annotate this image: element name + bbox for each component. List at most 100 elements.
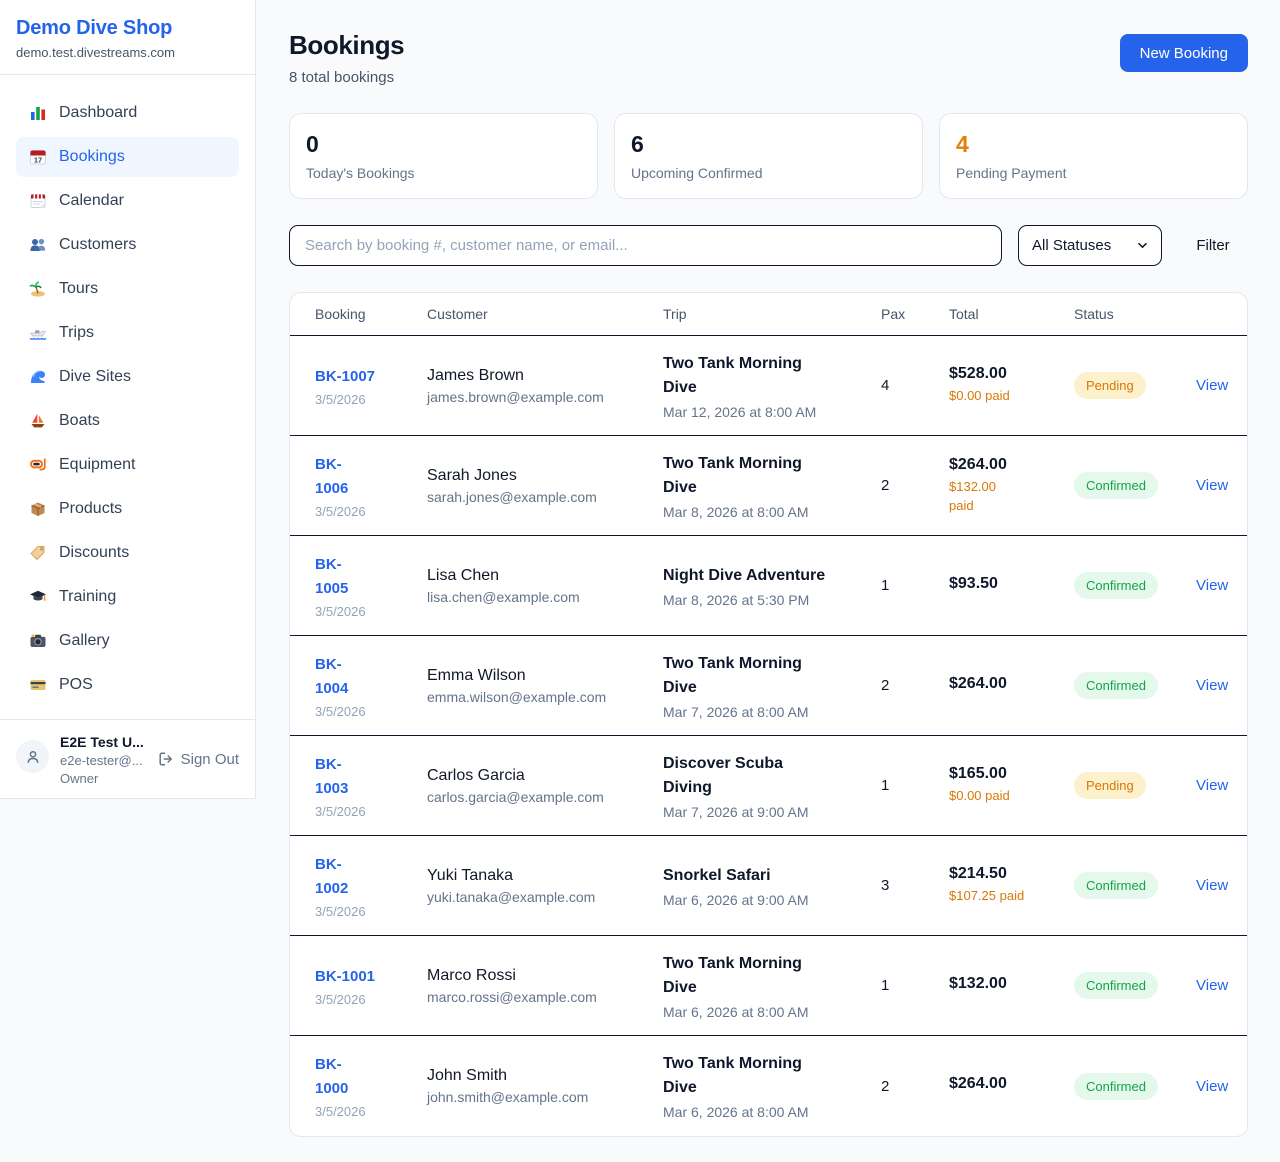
calendar-icon — [30, 194, 46, 208]
sidebar-item-label: Trips — [59, 324, 94, 341]
trip-name: Two Tank Morning Dive — [663, 954, 802, 996]
stat-card-upcoming-confirmed: 6 Upcoming Confirmed — [614, 113, 923, 199]
pax-value: 1 — [881, 977, 890, 994]
trip-datetime: Mar 6, 2026 at 8:00 AM — [663, 1003, 809, 1020]
sidebar-item-pos[interactable]: POS — [16, 665, 239, 705]
table-header: Booking Customer Trip Pax Total Status — [290, 293, 1247, 336]
view-link[interactable]: View — [1196, 877, 1229, 894]
customer-email: yuki.tanaka@example.com — [427, 888, 596, 905]
sign-out-button[interactable]: Sign Out — [158, 751, 239, 768]
view-link[interactable]: View — [1196, 677, 1229, 694]
booking-id-link[interactable]: BK- 1005 — [315, 555, 349, 597]
stat-card-todays-bookings: 0 Today's Bookings — [289, 113, 598, 199]
total-amount: $93.50 — [949, 574, 998, 592]
sidebar-item-tours[interactable]: Tours — [16, 269, 239, 309]
pax-value: 2 — [881, 477, 890, 494]
filter-button[interactable]: Filter — [1178, 237, 1248, 254]
sidebar-item-trips[interactable]: Trips — [16, 313, 239, 353]
page-title: Bookings — [289, 30, 405, 60]
stat-label: Upcoming Confirmed — [631, 165, 763, 181]
user-email: e2e-tester@... — [60, 753, 143, 768]
col-trip: Trip — [663, 306, 687, 322]
sidebar-item-bookings[interactable]: 17 Bookings — [16, 137, 239, 177]
stat-label: Today's Bookings — [306, 165, 415, 181]
view-link[interactable]: View — [1196, 577, 1229, 594]
booking-id-link[interactable]: BK-1001 — [315, 967, 376, 985]
sidebar-item-label: Customers — [59, 236, 137, 253]
booking-id-link[interactable]: BK- 1003 — [315, 755, 349, 797]
boats-icon — [31, 413, 45, 428]
total-amount: $264.00 — [949, 455, 1007, 473]
status-badge: Confirmed — [1074, 972, 1158, 999]
svg-text:17: 17 — [34, 156, 42, 165]
user-icon — [27, 750, 38, 763]
status-badge: Pending — [1074, 772, 1146, 799]
status-badge: Pending — [1074, 372, 1146, 399]
status-badge: Confirmed — [1074, 1072, 1158, 1100]
customer-name: Yuki Tanaka — [427, 866, 513, 884]
total-amount: $165.00 — [949, 765, 1007, 783]
page-subtitle: 8 total bookings — [289, 69, 395, 86]
sidebar-item-label: Dive Sites — [59, 368, 132, 385]
col-booking: Booking — [315, 306, 366, 322]
trip-name: Snorkel Safari — [663, 866, 771, 884]
sidebar-item-calendar[interactable]: Calendar — [16, 181, 239, 221]
paid-amount: $0.00 paid — [949, 788, 1010, 804]
sidebar-item-label: Products — [59, 500, 123, 517]
sidebar: Demo Dive Shop demo.test.divestreams.com… — [0, 0, 256, 799]
stat-value: 0 — [306, 131, 319, 157]
sidebar-item-label: POS — [59, 676, 93, 693]
booking-id-link[interactable]: BK- 1000 — [315, 1056, 349, 1097]
booking-id-link[interactable]: BK- 1006 — [315, 455, 349, 497]
customer-name: Sarah Jones — [427, 466, 517, 484]
sidebar-item-label: Calendar — [59, 192, 124, 209]
sidebar-item-label: Boats — [59, 412, 100, 429]
customer-email: james.brown@example.com — [427, 388, 604, 405]
table-row: BK- 1002 3/5/2026 Yuki Tanaka yuki.tanaka@… — [290, 836, 1247, 936]
paid-amount: $0.00 paid — [949, 388, 1010, 404]
sign-out-icon — [159, 752, 172, 766]
sidebar-item-gallery[interactable]: Gallery — [16, 621, 239, 661]
booking-id-link[interactable]: BK- 1004 — [315, 655, 349, 697]
dive-sites-icon — [31, 370, 45, 383]
sidebar-item-label: Gallery — [59, 632, 110, 649]
booking-date: 3/5/2026 — [315, 703, 366, 719]
sidebar-item-equipment[interactable]: Equipment — [16, 445, 239, 485]
booking-id-link[interactable]: BK- 1002 — [315, 855, 349, 897]
table-row: BK- 1000 3/5/2026 John Smith john.smith@ex… — [290, 1036, 1247, 1136]
trip-name: Two Tank Morning Dive — [663, 1055, 802, 1096]
view-link[interactable]: View — [1196, 1077, 1229, 1095]
sidebar-item-products[interactable]: Products — [16, 489, 239, 529]
customer-name: John Smith — [427, 1067, 508, 1084]
avatar — [16, 740, 49, 773]
sidebar-item-boats[interactable]: Boats — [16, 401, 239, 441]
view-link[interactable]: View — [1196, 377, 1229, 394]
view-link[interactable]: View — [1196, 977, 1229, 994]
booking-id-link[interactable]: BK-1007 — [315, 367, 376, 385]
sign-out-label: Sign Out — [180, 750, 239, 768]
sidebar-item-training[interactable]: Training — [16, 577, 239, 617]
sidebar-item-customers[interactable]: Customers — [16, 225, 239, 265]
trip-name: Two Tank Morning Dive — [663, 354, 802, 396]
status-badge: Confirmed — [1074, 672, 1158, 699]
sidebar-header: Demo Dive Shop demo.test.divestreams.com — [0, 0, 255, 75]
sidebar-item-discounts[interactable]: Discounts — [16, 533, 239, 573]
bookings-table: Booking Customer Trip Pax Total Status B… — [289, 292, 1248, 1137]
stat-value: 4 — [956, 131, 969, 157]
brand-domain: demo.test.divestreams.com — [16, 45, 175, 60]
sidebar-item-dashboard[interactable]: Dashboard — [16, 93, 239, 133]
new-booking-button[interactable]: New Booking — [1119, 34, 1248, 72]
tours-icon — [29, 281, 45, 297]
booking-date: 3/5/2026 — [315, 991, 366, 1007]
search-input[interactable] — [289, 225, 1002, 266]
booking-date: 3/5/2026 — [315, 603, 366, 619]
table-row: BK- 1003 3/5/2026 Carlos Garcia carlos.gar… — [290, 736, 1247, 836]
sidebar-item-dive-sites[interactable]: Dive Sites — [16, 357, 239, 397]
col-customer: Customer — [427, 306, 488, 322]
trip-name: Two Tank Morning Dive — [663, 654, 802, 696]
view-link[interactable]: View — [1196, 777, 1229, 794]
view-link[interactable]: View — [1196, 477, 1229, 494]
pax-value: 4 — [881, 377, 890, 394]
status-filter-select[interactable]: All Statuses — [1018, 225, 1162, 266]
booking-date: 3/5/2026 — [315, 1104, 366, 1119]
